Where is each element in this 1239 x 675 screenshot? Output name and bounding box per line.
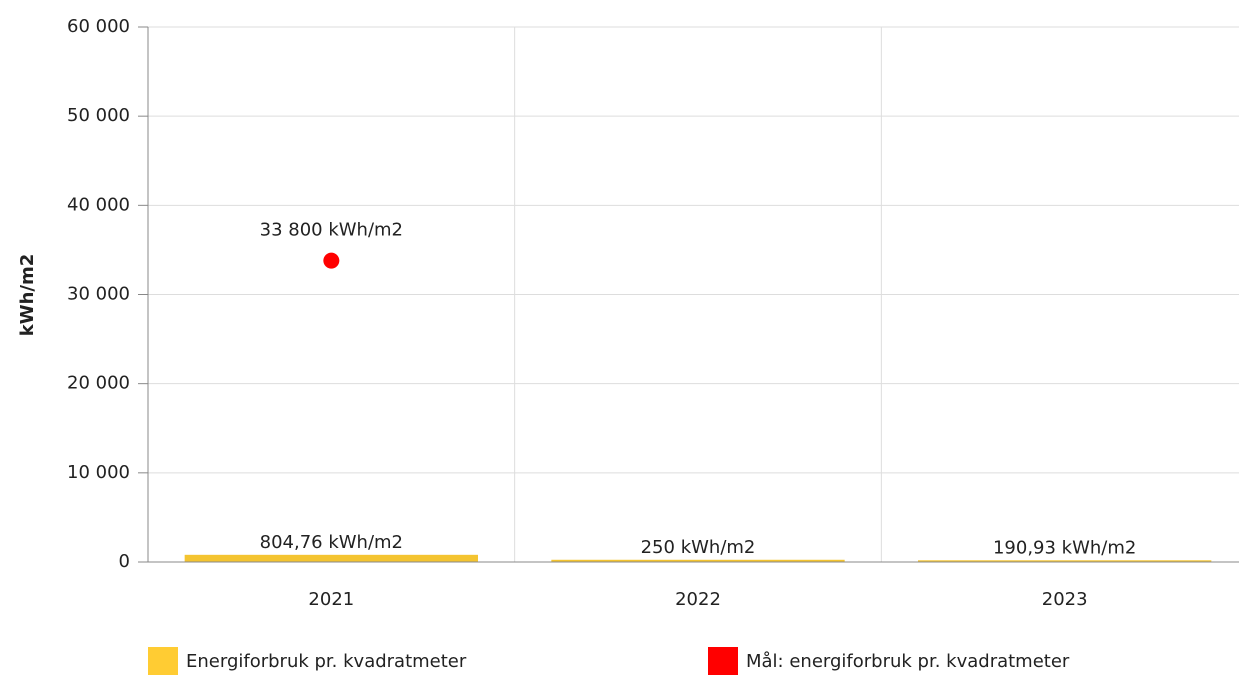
y-axis-label: kWh/m2 [17, 254, 38, 337]
bar-value-label: 190,93 kWh/m2 [993, 537, 1136, 558]
bar [184, 554, 478, 562]
y-tick-label: 0 [119, 551, 130, 572]
x-tick-label: 2023 [1042, 589, 1088, 610]
y-tick-label: 60 000 [67, 16, 130, 37]
legend-label: Energiforbruk pr. kvadratmeter [186, 651, 467, 672]
y-tick-label: 50 000 [67, 105, 130, 126]
legend-swatch [708, 647, 738, 675]
bar [918, 560, 1212, 562]
bar-value-label: 804,76 kWh/m2 [260, 532, 403, 553]
x-tick-label: 2022 [675, 589, 721, 610]
target-value-label: 33 800 kWh/m2 [260, 220, 403, 241]
bar [551, 559, 845, 562]
legend-swatch [148, 647, 178, 675]
y-tick-label: 10 000 [67, 462, 130, 483]
y-tick-label: 20 000 [67, 373, 130, 394]
legend-label: Mål: energiforbruk pr. kvadratmeter [746, 651, 1070, 672]
y-tick-label: 30 000 [67, 284, 130, 305]
bar-value-label: 250 kWh/m2 [641, 537, 756, 558]
target-marker [323, 252, 340, 269]
x-tick-label: 2021 [308, 589, 354, 610]
y-tick-label: 40 000 [67, 194, 130, 215]
